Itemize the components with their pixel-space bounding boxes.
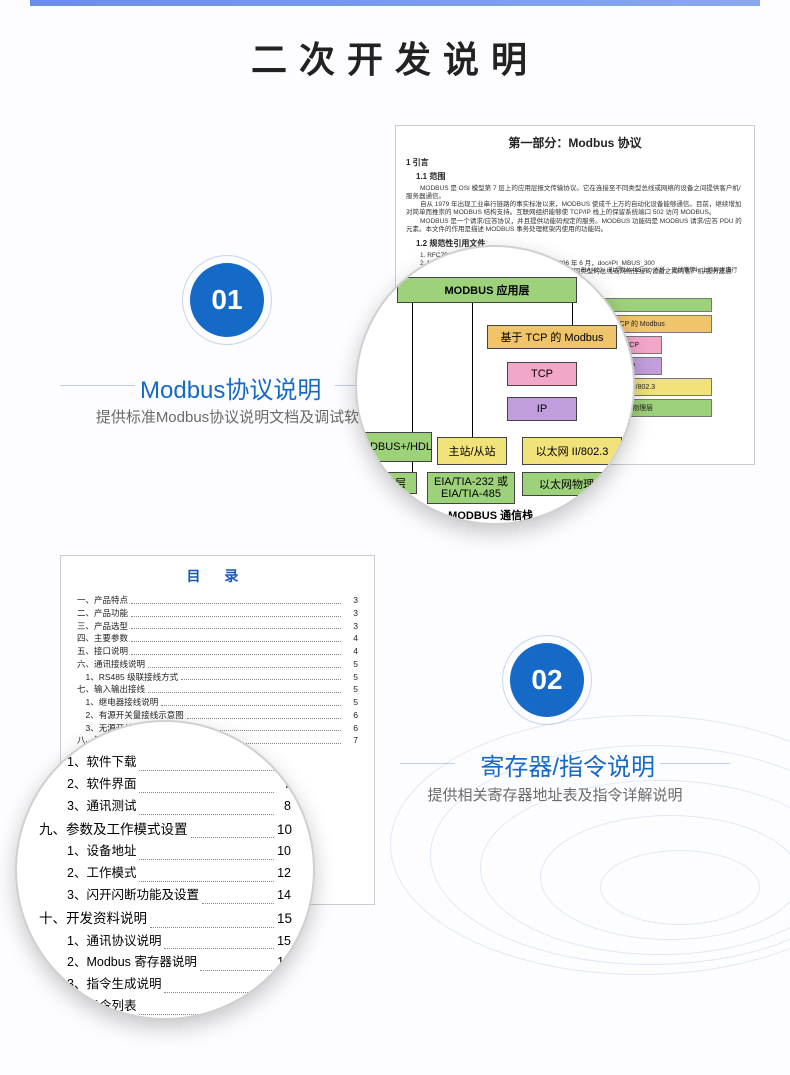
doc1-title: 第一部分：Modbus 协议 (406, 134, 744, 151)
contour-decoration (390, 675, 790, 1075)
layer-ms: 主站/从站 (437, 437, 507, 465)
toc-row: 3、闪开闪断功能及设置14 (39, 885, 291, 907)
layer-tcpmb: 基于 TCP 的 Modbus (487, 325, 617, 349)
toc-list: 一、产品特点3二、产品功能3三、产品选型3四、主要参数4五、接口说明4六、通讯接… (77, 594, 358, 747)
layer-tcp: TCP (507, 362, 577, 386)
toc-row: 2、有源开关量接线示意图6 (77, 709, 358, 722)
section1-desc: 提供标准Modbus协议说明文档及调试软件 (95, 407, 375, 430)
toc-row: 4、指令列表17 (39, 996, 291, 1018)
doc1-p: MODBUS 是 OSI 模型第 7 层上的应用层报文传输协议。它在连接至不同类… (406, 185, 744, 201)
toc-row: 2、工作模式12 (39, 863, 291, 885)
toc-row: 九、参数及工作模式设置10 (39, 818, 291, 842)
layer-eia: EIA/TIA-232 或 EIA/TIA-485 (427, 472, 515, 504)
divider (60, 385, 135, 386)
toc-row: 1、设备地址10 (39, 841, 291, 863)
doc1-h12: 1.2 规范性引用文件 (406, 238, 744, 249)
section-modbus: 01 Modbus协议说明 提供标准Modbus协议说明文档及调试软件 第一部分… (0, 115, 790, 475)
top-accent-bar (30, 0, 760, 6)
arrow (472, 303, 473, 438)
toc-row: 七、输入输出接线5 (77, 683, 358, 696)
toc-title: 目 录 (77, 566, 358, 586)
layer-eth: 以太网 II/802.3 (522, 437, 622, 465)
toc-row: 1、通讯协议说明15 (39, 931, 291, 953)
layer-hdl: DDBUS+/HDL (362, 432, 432, 462)
layer-ephy: 以太网物理层 (522, 472, 622, 496)
toc-row: 3、通讯测试8 (39, 796, 291, 818)
magnifier-2: 1、软件下载72、软件界面73、通讯测试8九、参数及工作模式设置101、设备地址… (15, 720, 315, 1020)
page-title: 二次开发说明 (0, 31, 790, 83)
badge-01: 01 (190, 263, 264, 337)
toc-list-zoom: 1、软件下载72、软件界面73、通讯测试8九、参数及工作模式设置101、设备地址… (39, 752, 291, 1020)
layer-ip: IP (507, 397, 577, 421)
toc-row: 3、指令生成说明16 (39, 974, 291, 996)
toc-row: 1、继电器接线说明5 (77, 696, 358, 709)
toc-row: 2、Modbus 寄存器说明15 (39, 952, 291, 974)
toc-row: 二、产品功能3 (77, 607, 358, 620)
toc-row: 1、RS485 级联接线方式5 (77, 671, 358, 684)
layer-app: MODBUS 应用层 (397, 277, 577, 303)
layer-phys: 物理层 (362, 472, 417, 494)
doc1-side: EIA-422、EIA/TIA-485-A；光纤、无线等等）上的异步串行 (581, 268, 737, 276)
section1-title: Modbus协议说明 (140, 370, 321, 405)
toc-row: 五、接口说明4 (77, 645, 358, 658)
section-register: 02 寄存器/指令说明 提供相关寄存器地址表及指令详解说明 目 录 一、产品特点… (0, 555, 790, 995)
magnifier-1: MODBUS 应用层 基于 TCP 的 Modbus TCP IP 主站/从站 … (355, 245, 635, 525)
toc-row: 一、产品特点3 (77, 594, 358, 607)
doc1-p: MODBUS 是一个请求/应答协议，并且提供功能码规定的服务。MODBUS 功能… (406, 218, 744, 234)
doc1-p: 自从 1979 年出现工业串行链路的事实标准以来，MODBUS 使成千上万的自动… (406, 201, 744, 217)
toc-row: 三、产品选型3 (77, 620, 358, 633)
toc-row: 2、软件界面7 (39, 774, 291, 796)
toc-row: 5、指令详解17 (39, 1018, 291, 1020)
mag1-caption: 图 1：MODBUS 通信栈 (417, 507, 533, 523)
arrow (572, 303, 573, 327)
toc-row: 十、开发资料说明15 (39, 907, 291, 931)
doc1-h1: 1 引言 (406, 157, 744, 168)
toc-row: 六、通讯接线说明5 (77, 658, 358, 671)
toc-row: 四、主要参数4 (77, 632, 358, 645)
doc1-h11: 1.1 范围 (406, 171, 744, 182)
toc-row: 1、软件下载7 (39, 752, 291, 774)
